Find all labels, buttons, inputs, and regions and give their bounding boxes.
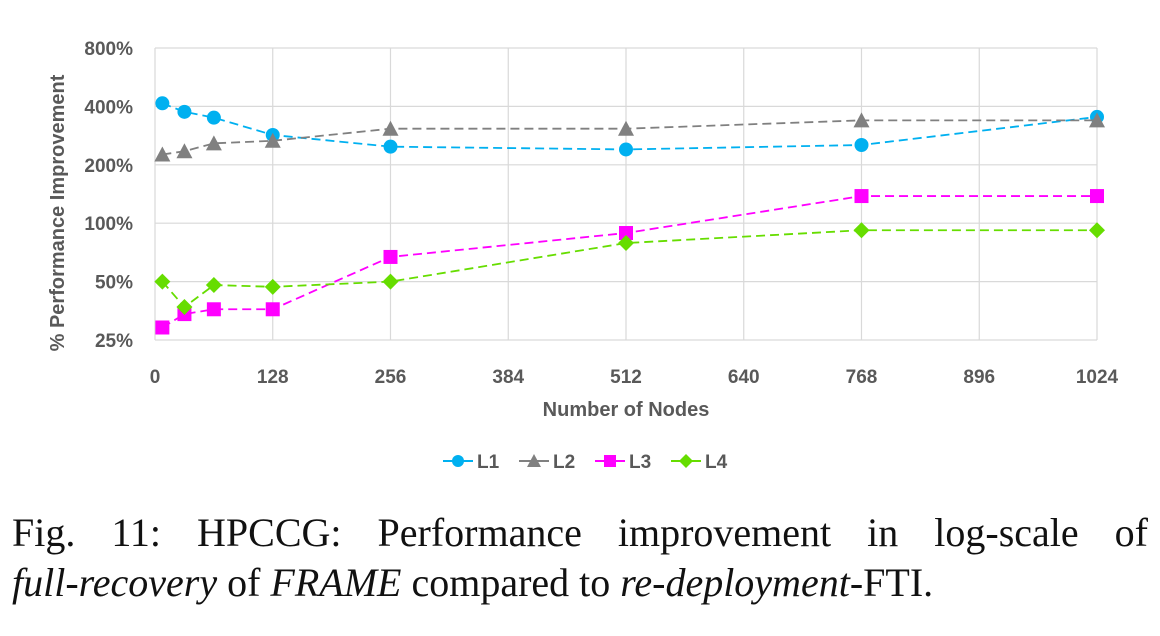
data-point-l2: [853, 112, 870, 128]
y-tick-label: 25%: [95, 331, 133, 352]
caption-full-recovery: full-recovery: [12, 560, 218, 605]
data-point-l4: [264, 278, 281, 295]
data-point-l2: [176, 143, 193, 159]
legend-item-l4: L4: [671, 452, 728, 473]
y-tick-label: 800%: [84, 39, 133, 60]
data-point-l2: [618, 120, 634, 136]
caption-re-deployment: re-deployment: [620, 560, 850, 605]
x-tick-label: 512: [610, 367, 642, 388]
data-point-l4: [382, 273, 399, 290]
series-l1: [155, 96, 1104, 157]
data-point-l1: [619, 142, 633, 157]
caption-line-2: full-recovery of FRAME compared to re-de…: [12, 558, 1148, 608]
legend-marker-l2: [527, 454, 541, 467]
series-l4: [154, 222, 1105, 315]
y-tick-label: 50%: [95, 273, 133, 294]
legend-label-l2: L2: [553, 452, 575, 473]
legend-label-l1: L1: [477, 452, 500, 473]
y-tick-label: 100%: [84, 214, 133, 235]
data-point-l3: [854, 189, 869, 204]
caption-text-of: of: [217, 560, 271, 605]
legend-item-l2: L2: [519, 452, 575, 473]
series-line-l3: [161, 195, 1097, 329]
legend-item-l3: L3: [595, 452, 651, 473]
data-point-l1: [177, 104, 192, 119]
y-axis-title: % Performance Improvement: [47, 74, 69, 351]
data-point-l4: [205, 277, 222, 294]
x-tick-label: 768: [846, 367, 878, 388]
y-tick-label: 400%: [84, 97, 133, 118]
data-point-l1: [854, 137, 869, 152]
y-tick-labels: 25% 50% 100% 200% 400% 800%: [84, 39, 133, 352]
x-tick-label: 384: [492, 367, 524, 388]
x-axis-title: Number of Nodes: [543, 399, 710, 421]
legend-label-l4: L4: [705, 452, 728, 473]
caption-frame: FRAME: [270, 560, 402, 605]
x-tick-label: 1024: [1076, 367, 1119, 388]
data-point-l2: [154, 146, 171, 162]
data-point-l2: [1089, 112, 1105, 128]
data-series: [154, 96, 1105, 335]
legend-marker-l3: [604, 455, 616, 467]
legend-marker-l4: [679, 454, 693, 468]
data-point-l3: [383, 249, 398, 264]
data-point-l4: [618, 235, 634, 252]
hpccg-chart: 25% 50% 100% 200% 400% 800% 0 128 256 384 512 640 7…: [47, 39, 1119, 473]
x-tick-label: 128: [257, 367, 289, 388]
caption-text-fti: -FTI.: [849, 560, 934, 605]
data-point-l2: [382, 120, 399, 136]
caption-line-1: Fig. 11: HPCCG: Performance improvement …: [12, 510, 1148, 555]
caption-text-compared: compared to: [401, 560, 621, 605]
legend: L1 L2 L3 L4: [443, 452, 728, 473]
series-line-l2: [162, 119, 1097, 156]
x-tick-labels: 0 128 256 384 512 640 768 896 1024: [150, 367, 1119, 388]
legend-marker-l1: [452, 455, 464, 467]
data-point-l4: [853, 222, 870, 239]
series-l2: [154, 112, 1105, 162]
data-point-l3: [1090, 189, 1104, 204]
data-point-l4: [176, 298, 193, 315]
figure-caption: Fig. 11: HPCCG: Performance improvement …: [12, 508, 1148, 608]
grid-lines: [154, 47, 1098, 341]
data-point-l2: [264, 132, 281, 148]
data-point-l1: [155, 96, 170, 111]
data-point-l1: [383, 139, 398, 154]
series-line-l4: [161, 229, 1097, 309]
data-point-l3: [155, 320, 170, 335]
data-point-l4: [154, 273, 171, 290]
data-point-l3: [206, 302, 221, 317]
x-tick-label: 0: [150, 367, 161, 388]
series-l3: [155, 189, 1104, 335]
series-line-l1: [162, 102, 1098, 151]
x-tick-label: 896: [963, 367, 995, 388]
y-tick-label: 200%: [84, 156, 133, 177]
legend-label-l3: L3: [629, 452, 651, 473]
data-point-l1: [206, 110, 221, 125]
data-point-l4: [1089, 222, 1105, 239]
legend-item-l1: L1: [443, 452, 500, 473]
data-point-l3: [619, 226, 633, 241]
x-tick-label: 256: [375, 367, 407, 388]
data-point-l3: [265, 302, 280, 317]
data-point-l2: [205, 135, 222, 151]
x-tick-label: 640: [728, 367, 760, 388]
